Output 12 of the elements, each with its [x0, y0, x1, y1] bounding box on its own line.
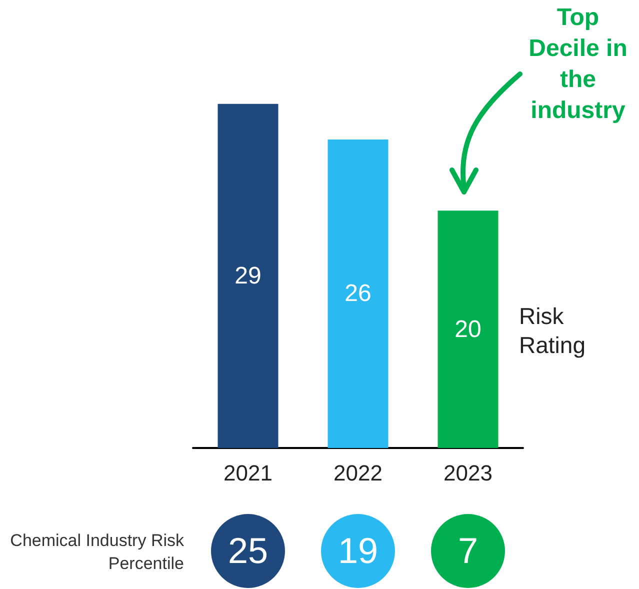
data-label: 20: [454, 316, 482, 343]
circle-badge: 7: [431, 514, 505, 588]
data-label: 26: [344, 280, 372, 308]
x-tick-label: 2021: [224, 460, 272, 486]
circle-badge: 19: [321, 514, 395, 588]
x-tick-label: 2023: [444, 460, 492, 486]
text: Top Decile in the industry: [528, 3, 628, 126]
x-tick-label: 2022: [334, 460, 382, 486]
y-axis-title: Risk Rating: [519, 302, 586, 360]
circle-badge: 25: [211, 514, 285, 588]
text: Chemical Industry Risk Percentile: [9, 530, 184, 575]
data-label: 29: [234, 262, 262, 290]
